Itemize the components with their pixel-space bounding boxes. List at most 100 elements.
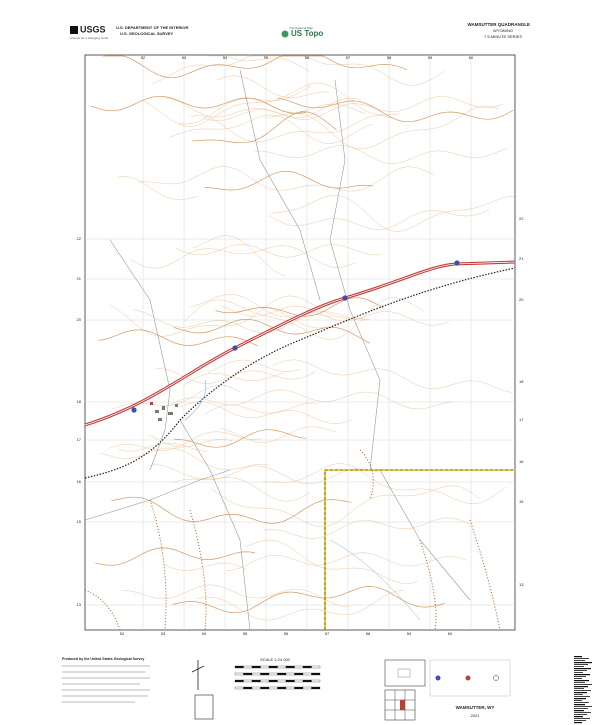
- scale-segment: [234, 672, 244, 676]
- grid-label: 22: [519, 216, 524, 221]
- barcode-bar: [574, 658, 589, 659]
- scale-segment: [294, 665, 304, 669]
- scale-segment: [302, 686, 312, 690]
- scale-segment: [243, 679, 253, 683]
- building: [158, 418, 162, 421]
- footer: Produced by the United States Geological…: [62, 656, 592, 724]
- building: [150, 402, 153, 405]
- barcode-bar: [574, 660, 585, 661]
- barcode-bar: [574, 664, 588, 665]
- scale-segment: [260, 672, 270, 676]
- grid-label: 54: [223, 55, 228, 60]
- contour: [130, 245, 356, 269]
- scale-segment: [311, 679, 321, 683]
- grid-label: 52: [141, 55, 146, 60]
- barcode-bar: [574, 712, 591, 713]
- contour: [133, 309, 334, 334]
- barcode-bar: [574, 672, 583, 673]
- barcode-bar: [574, 668, 591, 670]
- barcode-bar: [574, 666, 584, 667]
- trail: [419, 539, 437, 631]
- contour: [204, 170, 373, 191]
- trail: [189, 509, 207, 631]
- grid-label: 58: [366, 631, 371, 636]
- survey: U.S. GEOLOGICAL SURVEY: [120, 31, 174, 36]
- barcode-bar: [574, 682, 585, 683]
- scale-segment: [260, 679, 270, 683]
- contour: [173, 463, 270, 484]
- scale-segment: [234, 686, 244, 690]
- barcode-bar: [574, 708, 588, 709]
- map-frame: [84, 54, 516, 631]
- producer: Produced by the United States Geological…: [62, 657, 144, 661]
- road: [179, 419, 251, 631]
- contour: [190, 115, 391, 143]
- barcode-bar: [574, 690, 591, 691]
- scale-segment: [243, 686, 253, 690]
- department: U.S. DEPARTMENT OF THE INTERIOR: [116, 25, 188, 30]
- road-legend: [429, 659, 511, 697]
- contour: [155, 368, 316, 384]
- scale-segment: [268, 686, 278, 690]
- building: [155, 410, 159, 413]
- grid-label: 20: [77, 317, 82, 322]
- contour: [193, 235, 286, 277]
- barcode-bar: [574, 710, 584, 712]
- grid-label: 13: [77, 602, 82, 607]
- grid-label: 53: [161, 631, 166, 636]
- scale-segment: [285, 686, 295, 690]
- barcode-bar: [574, 656, 582, 658]
- grid-label: 15: [519, 499, 524, 504]
- boundary-dash: [324, 469, 515, 630]
- contour: [202, 96, 503, 122]
- contour: [165, 97, 362, 118]
- scale-segment: [243, 672, 253, 676]
- scale-segment: [251, 679, 261, 683]
- road: [239, 69, 321, 301]
- barcode-bar: [574, 692, 587, 694]
- barcode-bar: [574, 704, 585, 706]
- contour: [174, 429, 307, 448]
- scale-segment: [234, 665, 244, 669]
- grid-label: 56: [305, 55, 310, 60]
- interstate-median: [84, 261, 516, 426]
- grid-label: 52: [120, 631, 125, 636]
- grid-label: 16: [77, 479, 82, 484]
- building: [175, 404, 178, 407]
- barcode-bar: [574, 680, 589, 682]
- road: [109, 239, 171, 471]
- contour: [162, 562, 248, 571]
- interstate-shields: [131, 260, 460, 413]
- contour: [172, 586, 445, 614]
- town: [150, 402, 178, 421]
- contour: [109, 431, 262, 451]
- grid-label: 60: [448, 631, 453, 636]
- north-arrow: [191, 660, 205, 690]
- scale-segment: [302, 672, 312, 676]
- contour: [117, 176, 198, 200]
- contour: [138, 166, 435, 192]
- state-locator: [384, 659, 426, 687]
- grid-label: 55: [243, 631, 248, 636]
- contour: [261, 463, 506, 504]
- map-body: 52 52 53 53 54 54 55 55 56 56 57 57 58 58 59 59 60 60 22 22…: [77, 54, 524, 636]
- grid-label: 54: [202, 631, 207, 636]
- contour: [180, 401, 353, 424]
- credits-lines: [62, 665, 150, 703]
- barcode-bar: [574, 674, 590, 676]
- barcode-bar: [574, 696, 590, 697]
- trails: [84, 449, 501, 631]
- grid-label: 15: [77, 519, 82, 524]
- contour: [149, 464, 310, 502]
- grid-label: 13: [519, 582, 524, 587]
- contour: [266, 105, 499, 150]
- grid-label: 22: [77, 236, 82, 241]
- scale-segment: [285, 679, 295, 683]
- scale-segment: [285, 665, 295, 669]
- scale-segment: [294, 672, 304, 676]
- grid-label: 17: [519, 417, 524, 422]
- year: 2021: [471, 713, 481, 718]
- contour: [97, 329, 258, 347]
- contour: [102, 55, 408, 79]
- grid-label: 18: [519, 379, 524, 384]
